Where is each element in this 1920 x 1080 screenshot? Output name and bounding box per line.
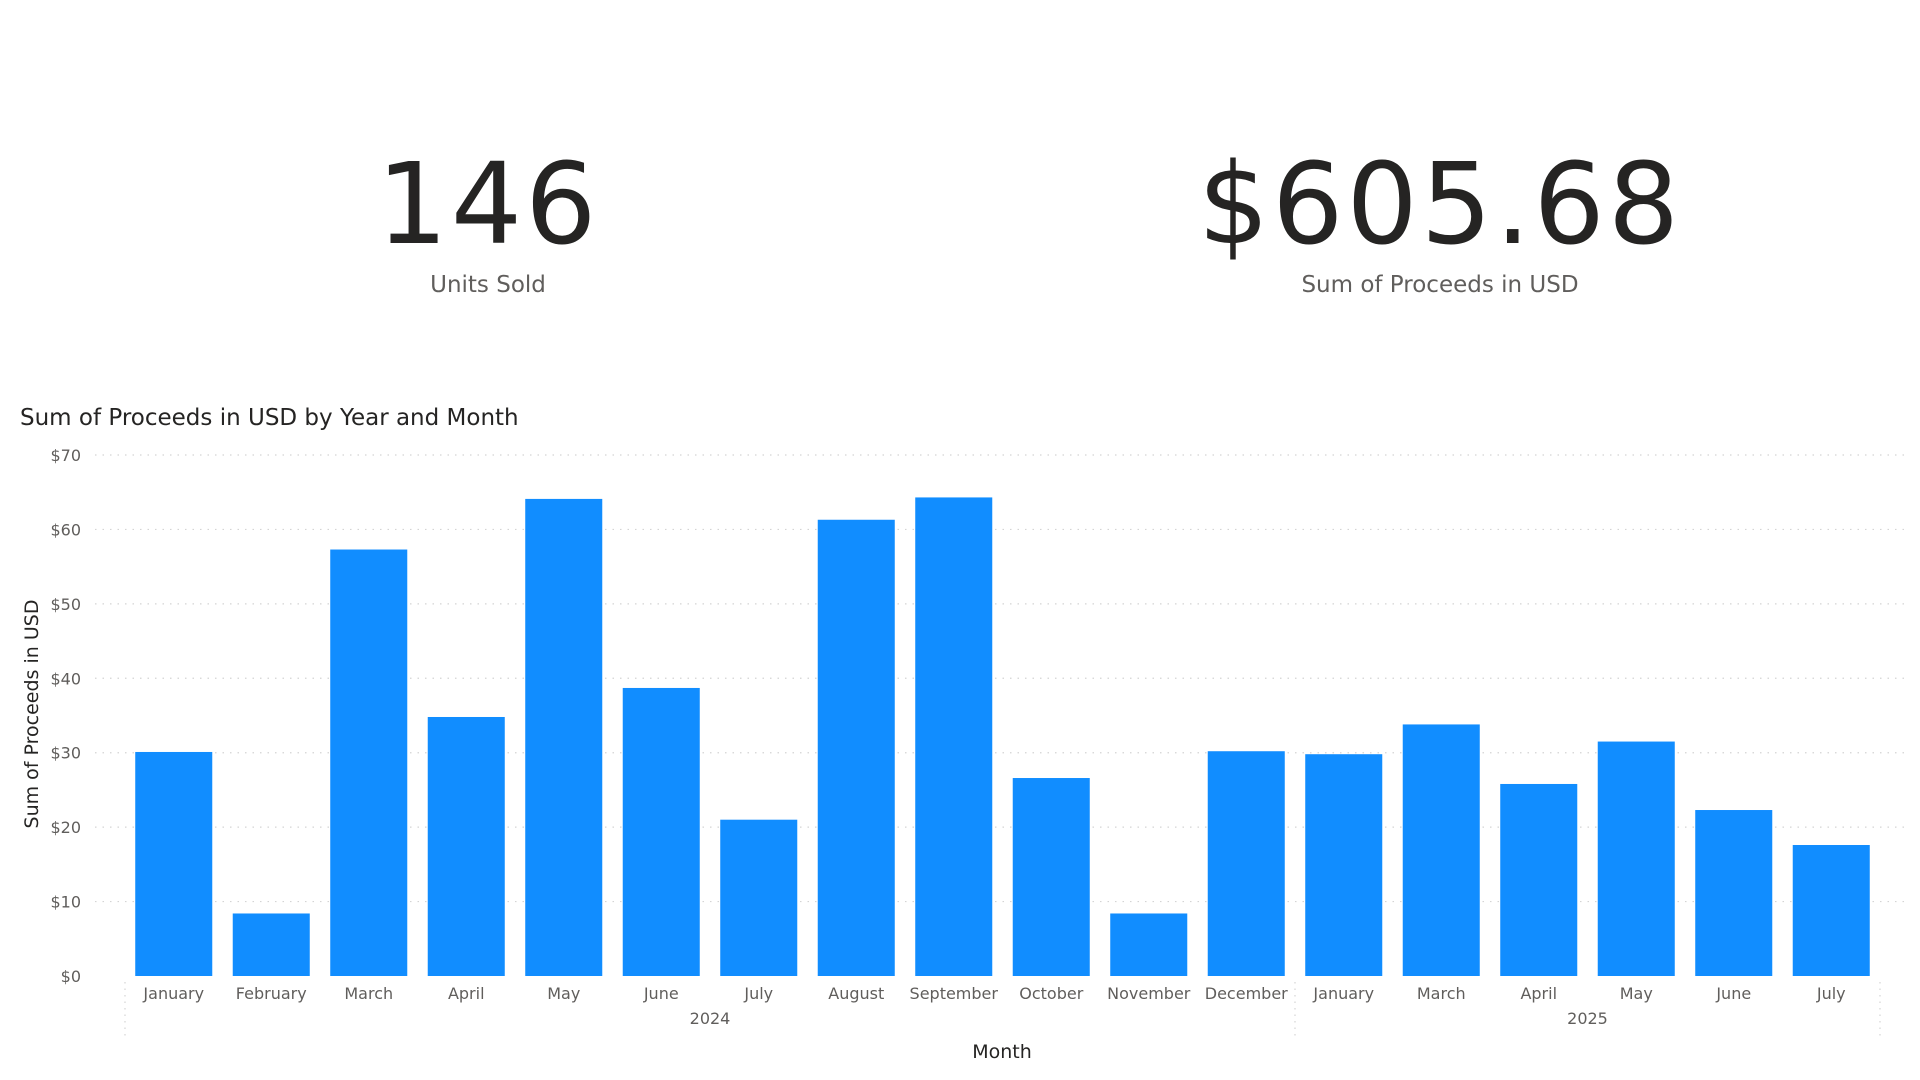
bar[interactable] (817, 519, 895, 976)
x-tick-label: May (547, 984, 580, 1003)
bar[interactable] (622, 687, 700, 976)
x-tick-label: May (1620, 984, 1653, 1003)
proceeds-value: $605.68 (1197, 140, 1683, 270)
x-tick-label: July (743, 984, 773, 1003)
bar[interactable] (1305, 754, 1383, 976)
y-tick-label: $40 (50, 669, 81, 688)
x-tick-label: November (1107, 984, 1191, 1003)
y-tick-label: $30 (50, 744, 81, 763)
x-axis-title: Month (972, 1041, 1032, 1063)
bar[interactable] (1207, 751, 1285, 976)
bar[interactable] (1110, 913, 1188, 976)
x-tick-label: January (1312, 984, 1374, 1003)
proceeds-card: $605.68 Sum of Proceeds in USD (1060, 140, 1820, 298)
x-tick-label: July (1816, 984, 1846, 1003)
y-axis-title: Sum of Proceeds in USD (21, 600, 43, 829)
y-tick-label: $0 (61, 967, 81, 986)
x-tick-label: October (1019, 984, 1083, 1003)
x-tick-label: June (1715, 984, 1751, 1003)
bar[interactable] (915, 497, 993, 976)
bar[interactable] (1402, 724, 1480, 976)
units-sold-value: 146 (376, 140, 600, 270)
x-tick-label: August (828, 984, 884, 1003)
y-axis-ticks: $0 $10 $20 $30 $40 $50 $60 $70 (50, 446, 81, 986)
bar[interactable] (525, 498, 603, 976)
bar[interactable] (1500, 783, 1578, 976)
y-tick-label: $70 (50, 446, 81, 465)
x-tick-label: April (1520, 984, 1557, 1003)
year-groups: 2024 2025 (124, 982, 1881, 1036)
x-tick-label: September (910, 984, 999, 1003)
bar[interactable] (1597, 741, 1675, 976)
bar[interactable] (135, 751, 213, 976)
bar[interactable] (232, 913, 310, 976)
bar[interactable] (1695, 810, 1773, 976)
x-axis-ticks: January February March April May June July Augu… (142, 984, 1845, 1003)
proceeds-label: Sum of Proceeds in USD (1301, 272, 1579, 298)
x-tick-label: January (142, 984, 204, 1003)
bars (135, 497, 1870, 976)
x-tick-label: February (236, 984, 307, 1003)
bar[interactable] (330, 549, 408, 976)
year-group-label: 2025 (1567, 1009, 1608, 1028)
y-tick-label: $60 (50, 520, 81, 539)
chart-title: Sum of Proceeds in USD by Year and Month (20, 405, 519, 431)
bar[interactable] (1792, 845, 1870, 976)
x-tick-label: June (643, 984, 679, 1003)
y-tick-label: $20 (50, 818, 81, 837)
x-tick-label: December (1205, 984, 1288, 1003)
bar[interactable] (720, 819, 798, 976)
x-tick-label: April (448, 984, 485, 1003)
y-tick-label: $50 (50, 595, 81, 614)
units-sold-label: Units Sold (430, 272, 546, 298)
x-tick-label: March (344, 984, 393, 1003)
year-group-label: 2024 (690, 1009, 731, 1028)
x-tick-label: March (1417, 984, 1466, 1003)
bar[interactable] (427, 716, 505, 976)
units-sold-card: 146 Units Sold (108, 140, 868, 298)
y-tick-label: $10 (50, 893, 81, 912)
bar[interactable] (1012, 778, 1090, 976)
